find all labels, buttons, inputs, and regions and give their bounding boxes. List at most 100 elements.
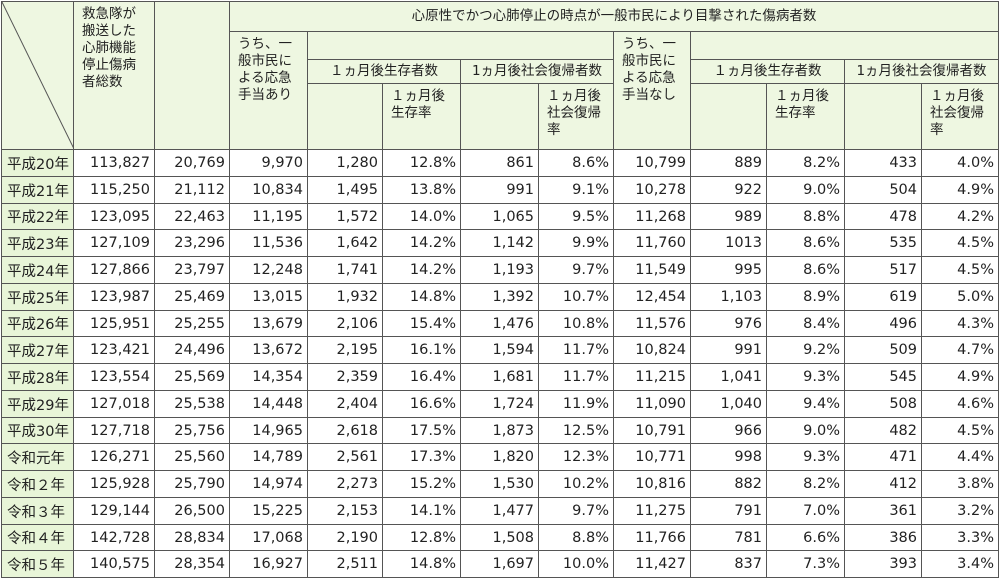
table-cell: 8.2% <box>766 149 845 177</box>
table-cell: 1,572 <box>307 203 383 230</box>
table-cell: 12.8% <box>382 149 461 177</box>
table-cell: 25,756 <box>154 417 230 444</box>
row-year-label: 令和３年 <box>1 497 74 525</box>
table-cell: 26,500 <box>154 497 230 525</box>
table-cell: 1,932 <box>307 283 383 311</box>
table-cell: 140,575 <box>73 550 155 578</box>
table-cell: 1,193 <box>460 256 539 284</box>
table-cell: 4.0% <box>921 149 999 177</box>
table-cell: 142,728 <box>73 524 155 551</box>
table-cell: 113,827 <box>73 149 155 177</box>
table-cell: 16.1% <box>382 336 461 364</box>
table-cell: 11,195 <box>229 203 308 230</box>
table-cell: 11,760 <box>613 229 691 257</box>
table-cell: 4.5% <box>921 229 999 257</box>
table-cell: 781 <box>690 524 767 551</box>
table-cell: 482 <box>844 417 922 444</box>
header-with-aid: うち、一 般市民に よる応急 手当あり <box>229 31 308 150</box>
table-cell: 4.3% <box>921 310 999 337</box>
table-cell: 4.2% <box>921 203 999 230</box>
table-cell: 11,536 <box>229 229 308 257</box>
table-cell: 10,791 <box>613 417 691 444</box>
table-cell: 393 <box>844 550 922 578</box>
table-cell: 9.7% <box>538 497 614 525</box>
table-cell: 508 <box>844 390 922 418</box>
row-year-label: 平成29年 <box>1 390 74 418</box>
table-cell: 2,153 <box>307 497 383 525</box>
table-cell: 13,015 <box>229 283 308 311</box>
table-cell: 15.4% <box>382 310 461 337</box>
table-cell: 412 <box>844 470 922 498</box>
table-cell: 25,790 <box>154 470 230 498</box>
table-cell: 9.2% <box>766 336 845 364</box>
table-cell: 14.2% <box>382 229 461 257</box>
table-cell: 989 <box>690 203 767 230</box>
table-cell: 6.6% <box>766 524 845 551</box>
row-year-label: 令和元年 <box>1 443 74 471</box>
table-cell: 14,789 <box>229 443 308 471</box>
table-cell: 11,090 <box>613 390 691 418</box>
table-cell: 889 <box>690 149 767 177</box>
table-cell: 1,477 <box>460 497 539 525</box>
table-cell: 5.0% <box>921 283 999 311</box>
header-survival-1m: １ヵ月後生存者数 <box>307 59 461 84</box>
row-year-label: 平成22年 <box>1 203 74 230</box>
table-cell: 991 <box>690 336 767 364</box>
table-cell: 1,530 <box>460 470 539 498</box>
table-cell: 535 <box>844 229 922 257</box>
table-cell: 12.5% <box>538 417 614 444</box>
table-cell: 7.3% <box>766 550 845 578</box>
row-year-label: 平成24年 <box>1 256 74 284</box>
table-cell: 361 <box>844 497 922 525</box>
table-cell: 10,771 <box>613 443 691 471</box>
table-cell: 9.1% <box>538 176 614 204</box>
table-cell: 3.8% <box>921 470 999 498</box>
row-year-label: 平成25年 <box>1 283 74 311</box>
table-cell: 976 <box>690 310 767 337</box>
table-cell: 14,354 <box>229 363 308 391</box>
table-cell: 2,195 <box>307 336 383 364</box>
table-cell: 2,618 <box>307 417 383 444</box>
table-cell: 20,769 <box>154 149 230 177</box>
table-cell: 10.0% <box>538 550 614 578</box>
table-cell: 995 <box>690 256 767 284</box>
table-cell: 545 <box>844 363 922 391</box>
table-cell: 9.9% <box>538 229 614 257</box>
table-cell: 4.7% <box>921 336 999 364</box>
table-cell: 2,359 <box>307 363 383 391</box>
table-cell: 1,594 <box>460 336 539 364</box>
header-gap-b <box>690 31 999 60</box>
table-cell: 115,250 <box>73 176 155 204</box>
row-year-label: 平成30年 <box>1 417 74 444</box>
table-cell: 3.2% <box>921 497 999 525</box>
corner-diagonal-line <box>2 2 73 149</box>
table-cell: 125,951 <box>73 310 155 337</box>
table-cell: 28,354 <box>154 550 230 578</box>
table-cell: 14,974 <box>229 470 308 498</box>
table-cell: 8.8% <box>766 203 845 230</box>
table-cell: 2,273 <box>307 470 383 498</box>
table-cell: 4.5% <box>921 256 999 284</box>
table-cell: 13.8% <box>382 176 461 204</box>
table-cell: 4.9% <box>921 176 999 204</box>
table-cell: 12.8% <box>382 524 461 551</box>
table-cell: 4.5% <box>921 417 999 444</box>
table-cell: 25,469 <box>154 283 230 311</box>
table-cell: 9.7% <box>538 256 614 284</box>
header-survival-rate-1m-b: １ヵ月後 生存率 <box>766 83 845 150</box>
table-cell: 10,834 <box>229 176 308 204</box>
table-cell: 2,404 <box>307 390 383 418</box>
table-cell: 922 <box>690 176 767 204</box>
table-cell: 10.2% <box>538 470 614 498</box>
table-cell: 12,248 <box>229 256 308 284</box>
table-cell: 25,569 <box>154 363 230 391</box>
table-cell: 1,142 <box>460 229 539 257</box>
table-cell: 1,697 <box>460 550 539 578</box>
table-cell: 386 <box>844 524 922 551</box>
table-cell: 16.6% <box>382 390 461 418</box>
row-year-label: 平成23年 <box>1 229 74 257</box>
table-cell: 11.9% <box>538 390 614 418</box>
table-cell: 23,296 <box>154 229 230 257</box>
table-cell: 861 <box>460 149 539 177</box>
